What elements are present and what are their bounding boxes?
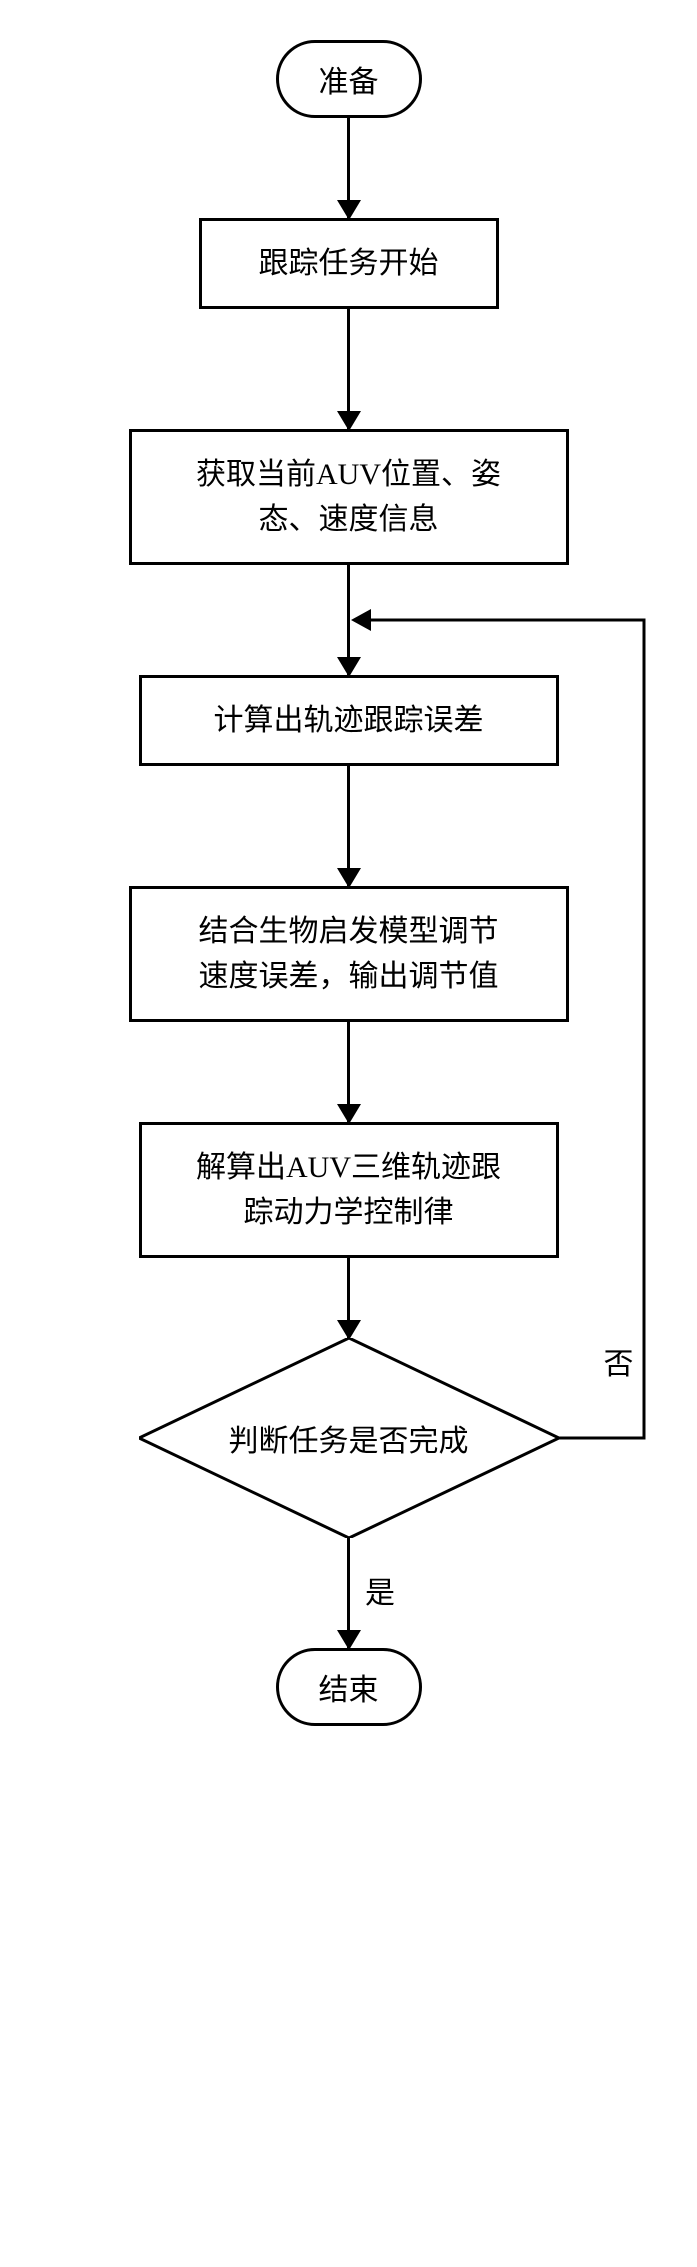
feedback-join-region: 计算出轨迹跟踪误差 结合生物启发模型调节 速度误差，输出调节值 解算出AUV三维…: [24, 565, 674, 1538]
yes-label: 是: [365, 1568, 395, 1612]
flowchart-container: 准备 跟踪任务开始 获取当前AUV位置、姿 态、速度信息 计算出轨迹跟踪误差 结…: [24, 40, 674, 1726]
arrow-5: [347, 1022, 350, 1122]
calc-error-node: 计算出轨迹跟踪误差: [139, 675, 559, 766]
arrow-7: [347, 1538, 350, 1648]
bio-model-node: 结合生物启发模型调节 速度误差，输出调节值: [129, 886, 569, 1022]
end-node: 结束: [276, 1648, 422, 1726]
no-label: 否: [604, 1339, 634, 1383]
start-label: 准备: [319, 66, 379, 99]
get-info-node: 获取当前AUV位置、姿 态、速度信息: [129, 429, 569, 565]
arrow-4: [347, 766, 350, 886]
solve-control-node: 解算出AUV三维轨迹跟 踪动力学控制律: [139, 1122, 559, 1258]
arrow-3: [347, 565, 350, 675]
decision-label: 判断任务是否完成: [229, 1416, 469, 1460]
calc-error-label: 计算出轨迹跟踪误差: [214, 704, 484, 737]
task-start-node: 跟踪任务开始: [199, 218, 499, 309]
decision-node: 判断任务是否完成: [139, 1338, 559, 1538]
end-label: 结束: [319, 1674, 379, 1707]
solve-control-label: 解算出AUV三维轨迹跟 踪动力学控制律: [196, 1151, 501, 1229]
arrow-6: [347, 1258, 350, 1338]
start-node: 准备: [276, 40, 422, 118]
get-info-label: 获取当前AUV位置、姿 态、速度信息: [196, 458, 501, 536]
arrow-2: [347, 309, 350, 429]
bio-model-label: 结合生物启发模型调节 速度误差，输出调节值: [199, 915, 499, 993]
yes-arrow-region: 是: [347, 1538, 350, 1648]
arrow-1: [347, 118, 350, 218]
task-start-label: 跟踪任务开始: [259, 247, 439, 280]
